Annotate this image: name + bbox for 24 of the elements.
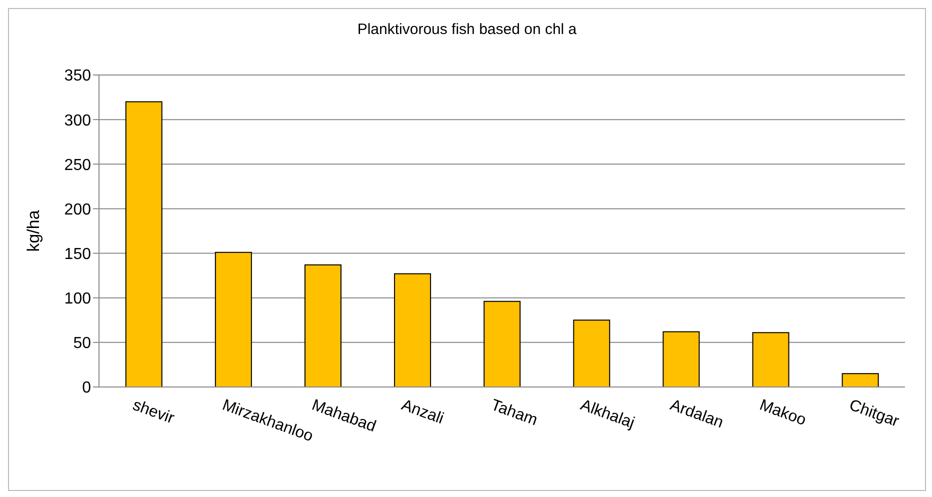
bar: [573, 320, 610, 387]
y-tick-label: 100: [64, 290, 92, 308]
y-axis-title: kg/ha: [24, 210, 44, 252]
y-tick-label: 200: [64, 201, 92, 218]
bar: [484, 300, 521, 387]
chart-title: Planktivorous fish based on chl a: [356, 21, 578, 38]
bar: [662, 331, 700, 387]
y-tick-label: 150: [64, 246, 92, 263]
bar: [842, 373, 879, 387]
y-tick-label: 0: [82, 380, 92, 397]
bar: [214, 252, 252, 387]
x-tick-label: shevir: [130, 396, 177, 428]
x-tick-label: Makoo: [757, 396, 808, 430]
bar: [125, 101, 162, 387]
y-tick-label: 350: [64, 68, 92, 85]
y-tick-label: 250: [64, 156, 92, 174]
bar: [394, 273, 432, 387]
y-tick-label: 50: [73, 335, 92, 352]
bar: [752, 332, 790, 387]
x-tick-label: Taham: [488, 396, 540, 430]
x-tick-label: Chitgar: [846, 396, 902, 431]
bar: [304, 264, 342, 387]
x-tick-label: Anzali: [399, 396, 446, 428]
y-tick-label: 300: [64, 112, 92, 130]
